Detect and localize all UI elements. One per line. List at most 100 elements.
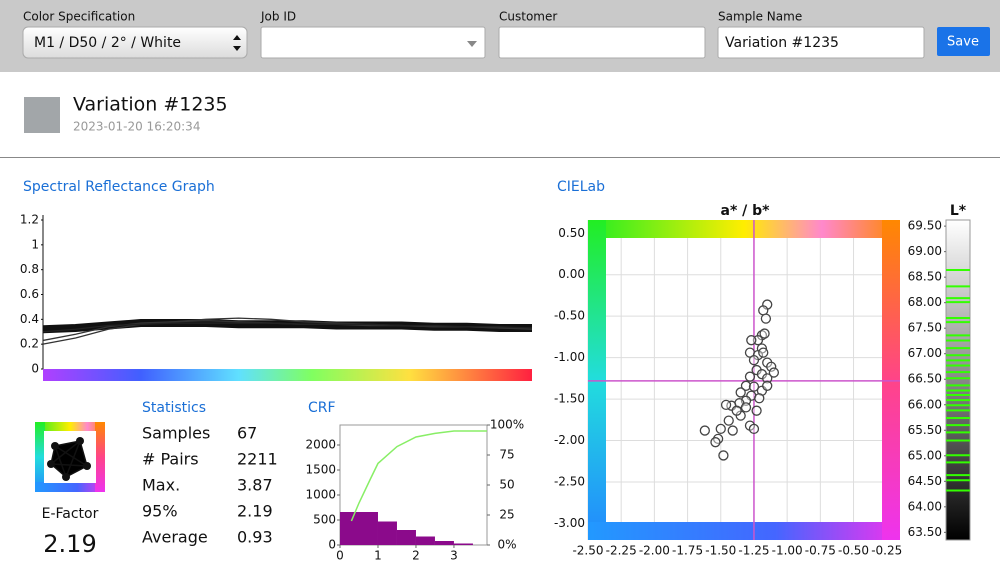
y-tick-label: 64.00 <box>908 499 942 513</box>
section-title: Spectral Reflectance Graph <box>23 179 215 195</box>
stat-label: Max. <box>142 476 180 495</box>
text-input[interactable] <box>717 26 925 59</box>
field-value[interactable]: Variation #1235 <box>725 35 839 51</box>
section-title: CRF <box>308 400 336 416</box>
select[interactable] <box>260 26 486 59</box>
cumulative-line <box>350 430 487 522</box>
e-factor-value: 2.19 <box>43 530 96 558</box>
point <box>768 367 780 378</box>
x-tick-label: -2.50 <box>572 544 603 558</box>
field-label: Sample Name <box>718 10 802 24</box>
e-factor-icon <box>35 422 105 492</box>
frame <box>588 220 900 238</box>
stat-value: 2.19 <box>237 502 273 521</box>
point <box>720 399 732 411</box>
y2-tick-label: 0% <box>497 538 516 552</box>
point <box>723 415 734 426</box>
bar <box>434 541 454 545</box>
y-tick-label: -2.50 <box>554 474 585 488</box>
y-tick-label: -0.50 <box>554 309 585 323</box>
x-tick-label: 1 <box>374 549 382 563</box>
select-arrows <box>233 35 241 51</box>
save-button[interactable] <box>937 27 990 56</box>
y-tick-label: 68.00 <box>908 295 942 309</box>
bar <box>396 530 416 545</box>
field-label: Color Specification <box>23 10 135 24</box>
x-tick-label: 2 <box>412 549 420 563</box>
point <box>715 423 726 435</box>
point <box>758 347 769 358</box>
frame <box>588 220 606 540</box>
y-tick-label: 66.50 <box>908 372 942 386</box>
point <box>718 450 729 461</box>
text-input[interactable] <box>498 26 706 59</box>
point <box>748 423 760 435</box>
point <box>748 354 760 366</box>
y-tick-label: 69.50 <box>908 219 942 233</box>
field-label: Customer <box>499 10 557 24</box>
bar <box>340 512 359 545</box>
y-tick-label: 0 <box>31 362 39 376</box>
y-tick-label: 63.50 <box>908 525 942 539</box>
x-tick-label: 0 <box>336 549 344 563</box>
stat-label: Samples <box>142 424 210 443</box>
y2-tick-label: 100% <box>490 418 524 432</box>
y-tick-label: 67.50 <box>908 321 942 335</box>
sample-time: 2023-01-20 16:20:34 <box>73 120 200 134</box>
point <box>699 425 710 436</box>
plot-title: L* <box>950 203 967 219</box>
point <box>740 380 752 391</box>
stat-value: 3.87 <box>237 476 273 495</box>
y-tick-label: 64.50 <box>908 474 942 488</box>
frame <box>588 522 900 540</box>
x-tick-label: -0.50 <box>838 544 869 558</box>
y-tick-label: 66.00 <box>908 397 942 411</box>
stat-label: 95% <box>142 502 178 521</box>
x-tick-label: 3 <box>450 549 458 563</box>
y-tick-label: 2000 <box>305 438 336 452</box>
point <box>731 405 742 416</box>
y-tick-label: 68.50 <box>908 270 942 284</box>
x-tick-label: -0.75 <box>805 544 836 558</box>
y2-tick-label: 50 <box>499 478 514 492</box>
sample-name: Variation #1235 <box>73 94 228 116</box>
bar <box>415 536 435 545</box>
y-tick-label: 0 <box>328 538 336 552</box>
y-tick-label: -1.00 <box>554 350 585 364</box>
point <box>727 425 738 436</box>
y-tick-label: 1500 <box>305 463 336 477</box>
point <box>762 380 773 391</box>
save-label[interactable]: Save <box>947 35 979 50</box>
select[interactable] <box>22 26 248 59</box>
point <box>762 373 773 384</box>
x-tick-label: -0.25 <box>871 544 902 558</box>
y-tick-label: 0.4 <box>20 312 39 326</box>
point <box>710 437 721 448</box>
point <box>740 402 752 413</box>
y2-tick-label: 25 <box>499 508 514 522</box>
point <box>748 381 760 392</box>
x-tick-label: -1.50 <box>705 544 736 558</box>
point <box>751 405 762 416</box>
field-label: Job ID <box>260 10 296 24</box>
point <box>735 387 746 398</box>
point <box>766 361 777 372</box>
y-tick-label: 500 <box>313 513 336 527</box>
x-tick-label: -2.25 <box>606 544 637 558</box>
point <box>746 335 757 346</box>
y-tick-label: 65.50 <box>908 423 942 437</box>
point <box>758 305 769 316</box>
y-tick-label: 0.2 <box>20 337 39 351</box>
y-tick-label: 0.6 <box>20 287 39 301</box>
y-tick-label: 65.00 <box>908 448 942 462</box>
y-tick-label: 1.2 <box>20 213 39 227</box>
y-tick-label: 1 <box>31 237 39 251</box>
y-tick-label: 0.8 <box>20 262 39 276</box>
y-tick-label: 1000 <box>305 488 336 502</box>
field-value[interactable]: M1 / D50 / 2° / White <box>34 35 181 51</box>
stat-value: 0.93 <box>237 528 273 547</box>
point <box>759 328 770 339</box>
y-tick-label: 0.50 <box>558 226 585 240</box>
y-tick-label: 0.00 <box>558 267 585 281</box>
